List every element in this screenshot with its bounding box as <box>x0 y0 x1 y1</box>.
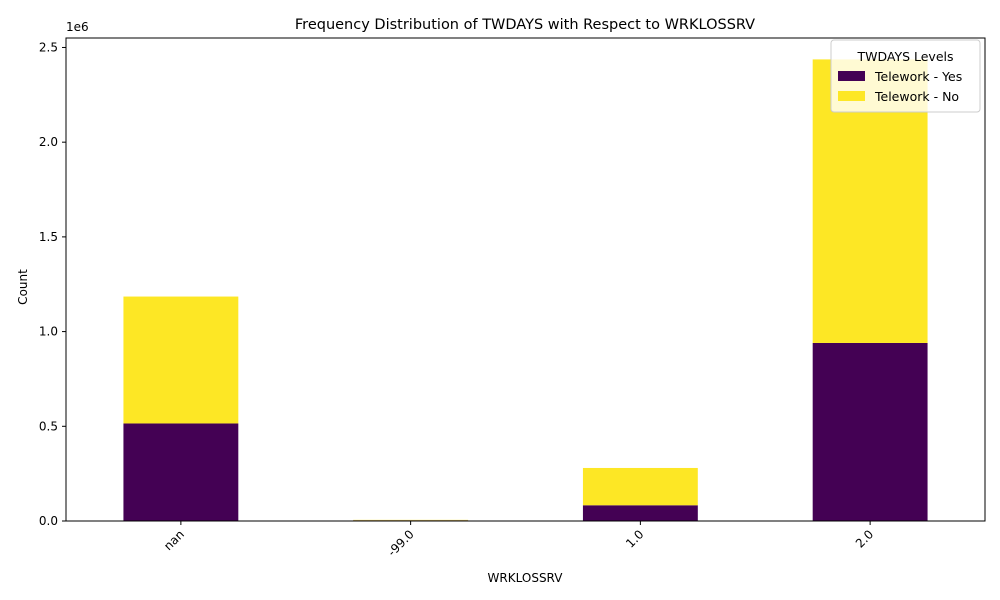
y-tick-label: 1.0 <box>39 325 58 339</box>
x-tick-label: 1.0 <box>623 527 646 550</box>
y-tick-label: 2.5 <box>39 40 58 54</box>
y-offset-label: 1e6 <box>66 20 89 34</box>
bars <box>123 59 928 521</box>
bar-telework-yes-3 <box>812 342 928 521</box>
y-ticks: 0.0 0.5 1.0 1.5 2.0 2.5 <box>39 40 66 528</box>
bar-telework-no-0 <box>123 296 239 424</box>
legend-items: Telework - Yes Telework - No <box>838 69 962 104</box>
y-tick-label: 1.5 <box>39 230 58 244</box>
x-tick-label: -99.0 <box>385 527 417 559</box>
plot-frame <box>65 37 986 522</box>
legend-title: TWDAYS Levels <box>856 49 953 64</box>
x-axis-label: WRKLOSSRV <box>488 571 564 585</box>
legend-swatch <box>838 71 865 81</box>
x-tick-label: nan <box>161 527 187 553</box>
legend: TWDAYS Levels Telework - Yes Telework - N… <box>830 39 981 113</box>
y-axis-label: Count <box>16 269 30 305</box>
chart-title: Frequency Distribution of TWDAYS with Re… <box>295 17 755 33</box>
legend-swatch <box>838 91 865 101</box>
axes <box>65 37 986 522</box>
y-tick-label: 0.0 <box>39 514 58 528</box>
y-tick-label: 2.0 <box>39 135 58 149</box>
bar-telework-yes-2 <box>582 505 698 521</box>
x-tick-label: 2.0 <box>853 527 876 550</box>
y-tick-label: 0.5 <box>39 419 58 433</box>
bar-telework-no-2 <box>582 467 698 506</box>
bar-telework-yes-0 <box>123 423 239 521</box>
legend-label: Telework - No <box>874 89 959 104</box>
legend-label: Telework - Yes <box>874 69 962 84</box>
legend-box <box>830 39 981 113</box>
x-ticks: nan -99.0 1.0 2.0 <box>161 521 876 559</box>
